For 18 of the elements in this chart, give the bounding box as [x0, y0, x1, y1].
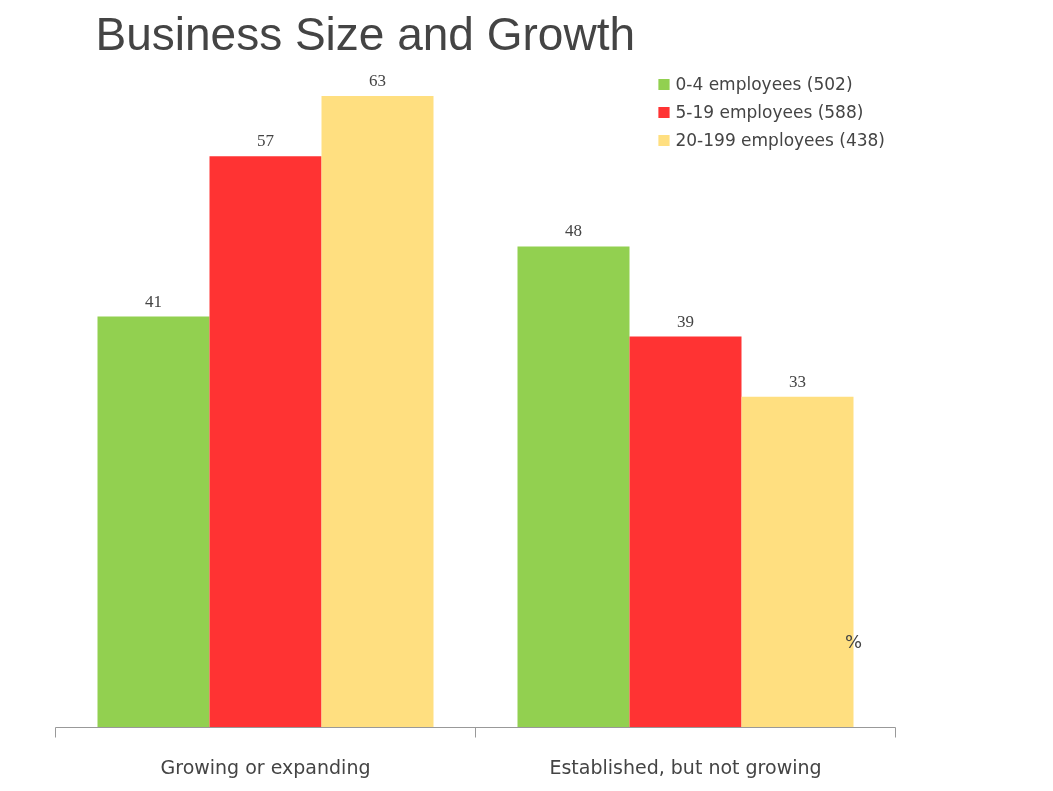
chart-title: Business Size and Growth [95, 7, 635, 60]
legend-label: 20-199 employees (438) [675, 130, 885, 150]
data-label: 57 [257, 131, 275, 151]
legend-label: 0-4 employees (502) [675, 74, 853, 94]
data-label: 48 [565, 221, 582, 241]
bar [209, 156, 322, 728]
bar [97, 316, 210, 728]
bar [321, 96, 434, 728]
x-tick-label: Established, but not growing [549, 755, 822, 778]
legend-label: 5-19 employees (588) [675, 102, 864, 122]
data-label: 39 [677, 311, 694, 331]
x-tick-label: Growing or expanding [160, 755, 371, 778]
annotation: % [844, 630, 863, 652]
data-label: 63 [369, 71, 386, 91]
bar [517, 246, 630, 728]
data-label: 41 [145, 291, 162, 311]
data-label: 33 [789, 371, 806, 391]
bar [629, 336, 742, 728]
